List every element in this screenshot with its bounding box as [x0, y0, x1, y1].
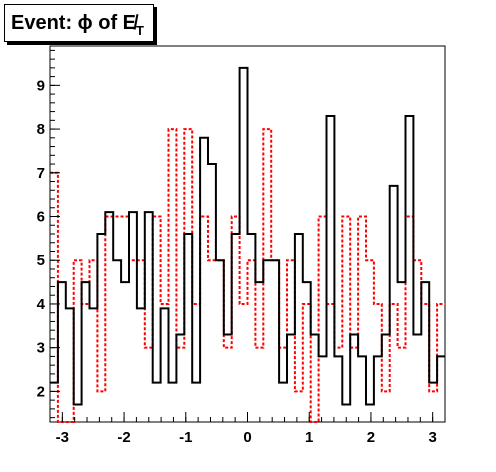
x-tick-label: -1	[179, 429, 192, 446]
y-tick-label: 7	[37, 165, 45, 182]
y-tick-label: 5	[37, 252, 45, 269]
x-tick-label: 3	[428, 429, 436, 446]
x-tick-label: 0	[243, 429, 251, 446]
series-layer	[50, 66, 445, 423]
x-tick-label: 2	[367, 429, 375, 446]
series-line-0	[50, 66, 445, 406]
chart-title-text: Event: ϕ of E̸	[11, 11, 136, 34]
chart-title-subscript: T	[136, 22, 144, 38]
y-tick-label: 8	[37, 121, 45, 138]
x-tick-label: 1	[305, 429, 313, 446]
y-tick-label: 3	[37, 340, 45, 357]
y-tick-label: 4	[37, 296, 46, 313]
x-tick-label: -2	[117, 429, 130, 446]
chart-title: Event: ϕ of E̸ T	[4, 4, 154, 42]
x-tick-label: -3	[56, 429, 69, 446]
y-tick-label: 2	[37, 383, 45, 400]
y-tick-label: 9	[37, 77, 45, 94]
series-line-1	[50, 128, 445, 423]
axis-layer: -3 -2 -1 0 1 2 3 2 3 4 5 6 7 8 9	[37, 49, 446, 446]
y-tick-label: 6	[37, 209, 45, 226]
